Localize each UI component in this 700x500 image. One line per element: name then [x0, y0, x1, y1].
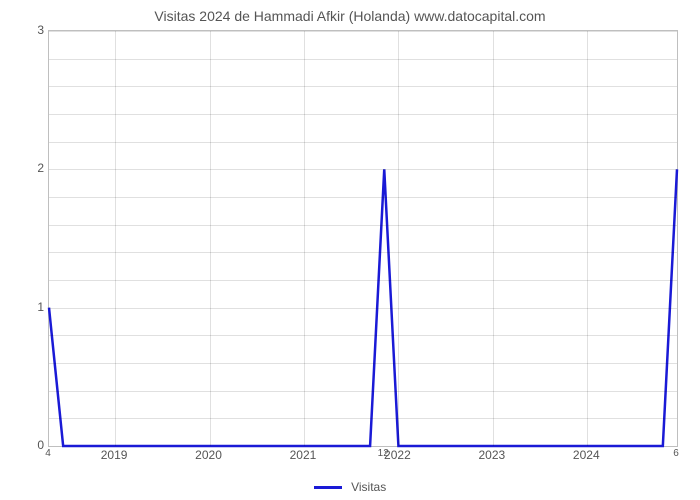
grid-line-h [49, 31, 677, 32]
grid-line-v [115, 31, 116, 446]
x-tick-label: 2019 [101, 448, 128, 462]
grid-line-h [49, 59, 677, 60]
x-tick-label: 2020 [195, 448, 222, 462]
y-tick-label: 2 [4, 161, 44, 175]
x-tick-label: 2024 [573, 448, 600, 462]
x-tick-label: 2023 [478, 448, 505, 462]
grid-line-h [49, 280, 677, 281]
point-label: 12 [378, 448, 389, 459]
grid-line-v [398, 31, 399, 446]
grid-line-h [49, 197, 677, 198]
chart-title: Visitas 2024 de Hammadi Afkir (Holanda) … [0, 0, 700, 24]
grid-line-v [493, 31, 494, 446]
grid-line-v [587, 31, 588, 446]
grid-line-h [49, 86, 677, 87]
grid-line-h [49, 142, 677, 143]
grid-line-h [49, 363, 677, 364]
plot-area [48, 30, 678, 447]
grid-line-h [49, 335, 677, 336]
grid-line-h [49, 308, 677, 309]
point-label: 6 [673, 448, 679, 459]
grid-line-h [49, 252, 677, 253]
y-tick-label: 3 [4, 23, 44, 37]
line-series [49, 31, 677, 446]
y-tick-label: 1 [4, 300, 44, 314]
x-tick-label: 2021 [290, 448, 317, 462]
grid-line-h [49, 418, 677, 419]
grid-line-h [49, 114, 677, 115]
legend-swatch [314, 486, 342, 489]
grid-line-h [49, 391, 677, 392]
legend-label: Visitas [351, 480, 386, 494]
legend: Visitas [0, 480, 700, 494]
grid-line-v [304, 31, 305, 446]
grid-line-h [49, 225, 677, 226]
grid-line-h [49, 169, 677, 170]
point-label: 4 [45, 448, 51, 459]
chart-container: Visitas 2024 de Hammadi Afkir (Holanda) … [0, 0, 700, 500]
y-tick-label: 0 [4, 438, 44, 452]
grid-line-v [210, 31, 211, 446]
